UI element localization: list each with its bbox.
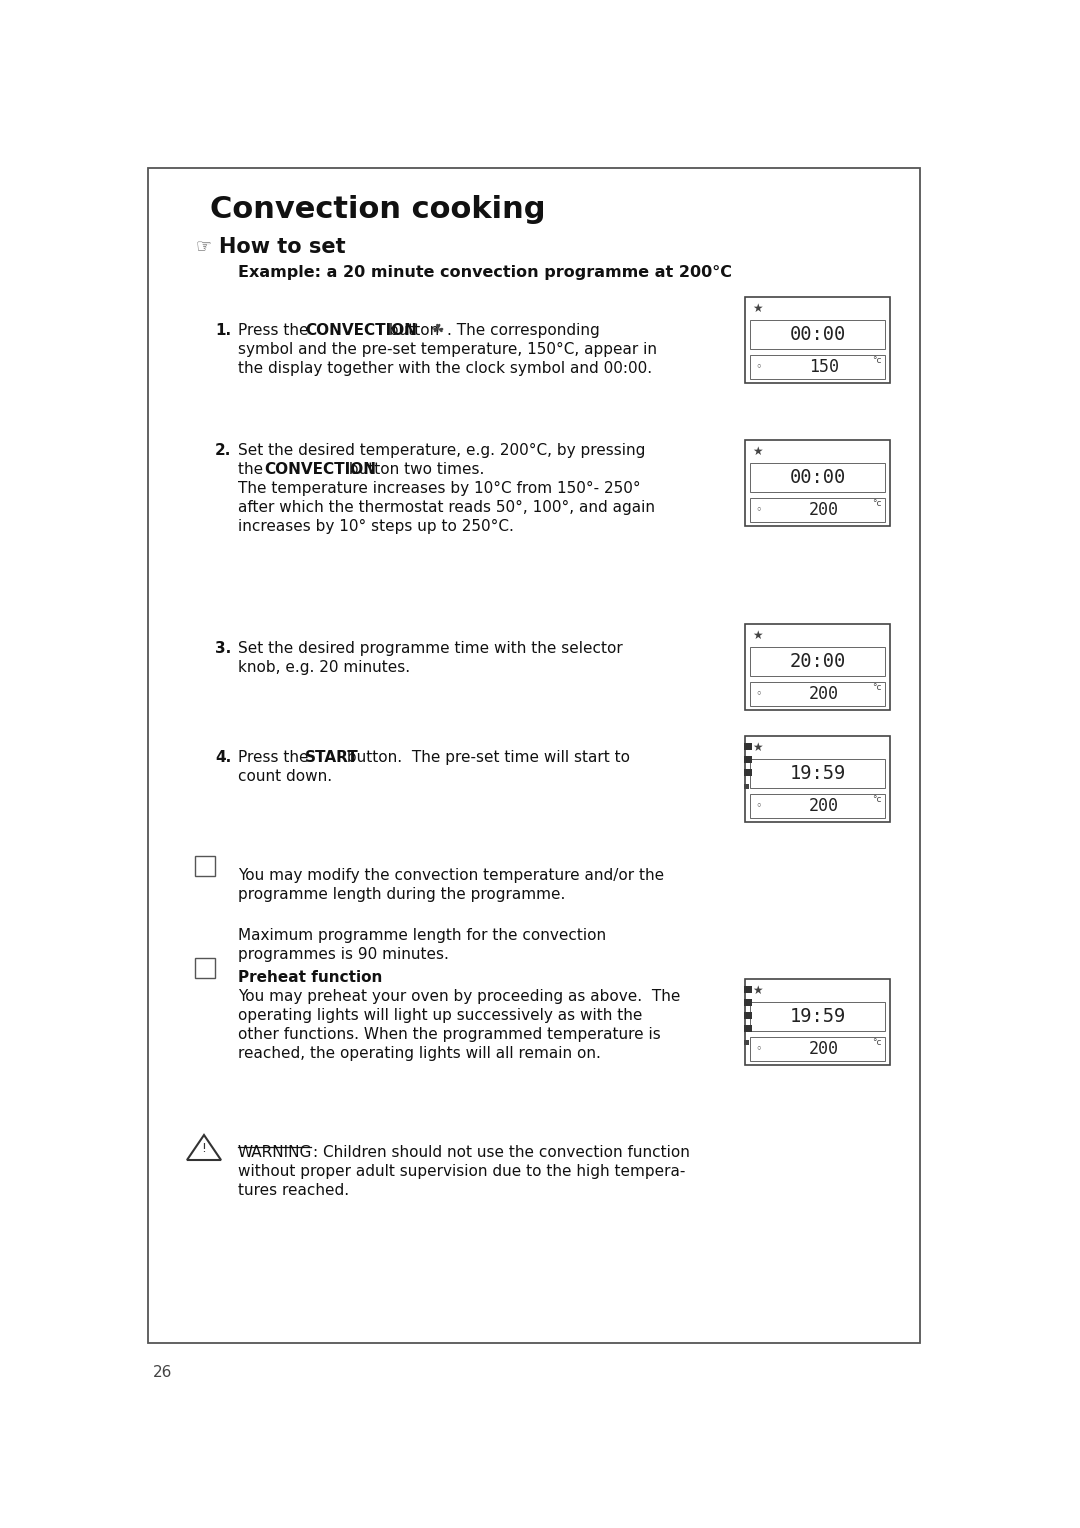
Text: i: i bbox=[203, 859, 207, 874]
Text: °c: °c bbox=[873, 795, 882, 804]
Text: ☘: ☘ bbox=[432, 322, 445, 338]
Text: other functions. When the programmed temperature is: other functions. When the programmed tem… bbox=[238, 1027, 661, 1042]
Text: Maximum programme length for the convection: Maximum programme length for the convect… bbox=[238, 927, 606, 943]
Text: i: i bbox=[203, 961, 207, 975]
Text: Convection cooking: Convection cooking bbox=[210, 196, 545, 225]
Text: How to set: How to set bbox=[219, 237, 346, 257]
Text: °c: °c bbox=[873, 356, 882, 365]
Text: Set the desired temperature, e.g. 200°C, by pressing: Set the desired temperature, e.g. 200°C,… bbox=[238, 443, 646, 458]
Bar bbox=[744, 1041, 750, 1045]
Bar bbox=[750, 498, 885, 523]
Bar bbox=[750, 795, 885, 817]
Bar bbox=[744, 784, 750, 788]
Text: ★: ★ bbox=[752, 303, 762, 315]
Bar bbox=[750, 1038, 885, 1060]
Bar bbox=[750, 354, 885, 379]
Text: °c: °c bbox=[873, 1038, 882, 1047]
Text: knob, e.g. 20 minutes.: knob, e.g. 20 minutes. bbox=[238, 660, 410, 675]
Text: operating lights will light up successively as with the: operating lights will light up successiv… bbox=[238, 1008, 643, 1024]
Text: 150: 150 bbox=[809, 358, 839, 376]
Text: button two times.: button two times. bbox=[345, 461, 484, 477]
Bar bbox=[148, 168, 920, 1343]
Bar bbox=[744, 999, 752, 1005]
Text: Example: a 20 minute convection programme at 200°C: Example: a 20 minute convection programm… bbox=[238, 264, 732, 280]
Bar bbox=[744, 756, 752, 762]
Text: Set the desired programme time with the selector: Set the desired programme time with the … bbox=[238, 642, 623, 656]
Bar bbox=[744, 769, 752, 776]
Text: 200: 200 bbox=[809, 501, 839, 520]
Text: °c: °c bbox=[873, 683, 882, 692]
Text: ★: ★ bbox=[752, 741, 762, 753]
Text: after which the thermostat reads 50°, 100°, and again: after which the thermostat reads 50°, 10… bbox=[238, 500, 654, 515]
Text: Press the: Press the bbox=[238, 750, 313, 766]
Text: The temperature increases by 10°C from 150°- 250°: The temperature increases by 10°C from 1… bbox=[238, 481, 640, 497]
Text: count down.: count down. bbox=[238, 769, 333, 784]
Text: ◦: ◦ bbox=[756, 504, 762, 515]
Text: WARNING: WARNING bbox=[238, 1144, 312, 1160]
Text: button: button bbox=[384, 322, 444, 338]
Bar bbox=[750, 681, 885, 706]
Bar bbox=[745, 623, 890, 711]
Text: You may modify the convection temperature and/or the: You may modify the convection temperatur… bbox=[238, 868, 664, 883]
Bar bbox=[750, 321, 885, 348]
Text: ★: ★ bbox=[752, 984, 762, 996]
Text: ☞: ☞ bbox=[195, 237, 211, 255]
Bar bbox=[750, 648, 885, 675]
Bar bbox=[745, 440, 890, 526]
Bar bbox=[195, 958, 215, 978]
Text: !: ! bbox=[202, 1141, 206, 1155]
Text: tures reached.: tures reached. bbox=[238, 1183, 349, 1198]
Bar bbox=[750, 759, 885, 787]
Text: without proper adult supervision due to the high tempera-: without proper adult supervision due to … bbox=[238, 1164, 686, 1180]
Text: 200: 200 bbox=[809, 1041, 839, 1057]
Text: CONVECTION: CONVECTION bbox=[305, 322, 417, 338]
Text: the: the bbox=[238, 461, 268, 477]
Text: programmes is 90 minutes.: programmes is 90 minutes. bbox=[238, 947, 449, 963]
Bar bbox=[744, 1012, 752, 1019]
Text: °c: °c bbox=[873, 500, 882, 507]
Bar bbox=[195, 856, 215, 876]
Text: 20:00: 20:00 bbox=[789, 652, 846, 671]
Text: START: START bbox=[305, 750, 359, 766]
Bar bbox=[745, 736, 890, 822]
Text: 1.: 1. bbox=[215, 322, 231, 338]
Bar bbox=[744, 743, 752, 750]
Text: programme length during the programme.: programme length during the programme. bbox=[238, 886, 565, 902]
Text: reached, the operating lights will all remain on.: reached, the operating lights will all r… bbox=[238, 1047, 600, 1060]
Text: You may preheat your oven by proceeding as above.  The: You may preheat your oven by proceeding … bbox=[238, 989, 680, 1004]
Text: ◦: ◦ bbox=[756, 689, 762, 698]
Text: 2.: 2. bbox=[215, 443, 231, 458]
Bar bbox=[750, 1002, 885, 1030]
Text: 4.: 4. bbox=[215, 750, 231, 766]
Text: 19:59: 19:59 bbox=[789, 1007, 846, 1025]
Text: ★: ★ bbox=[752, 630, 762, 642]
Bar bbox=[744, 1025, 752, 1031]
Text: 00:00: 00:00 bbox=[789, 325, 846, 344]
Text: ◦: ◦ bbox=[756, 1044, 762, 1054]
Text: 00:00: 00:00 bbox=[789, 468, 846, 487]
Text: : Children should not use the convection function: : Children should not use the convection… bbox=[313, 1144, 690, 1160]
Text: 3.: 3. bbox=[215, 642, 231, 656]
Text: ★: ★ bbox=[752, 445, 762, 458]
Text: 200: 200 bbox=[809, 685, 839, 703]
Text: the display together with the clock symbol and 00:00.: the display together with the clock symb… bbox=[238, 361, 652, 376]
Bar bbox=[745, 979, 890, 1065]
Text: Preheat function: Preheat function bbox=[238, 970, 382, 986]
Text: ◦: ◦ bbox=[756, 801, 762, 811]
Text: symbol and the pre-set temperature, 150°C, appear in: symbol and the pre-set temperature, 150°… bbox=[238, 342, 657, 358]
Text: CONVECTION: CONVECTION bbox=[264, 461, 376, 477]
Text: ◦: ◦ bbox=[756, 362, 762, 371]
Text: 200: 200 bbox=[809, 798, 839, 814]
Bar bbox=[744, 986, 752, 993]
Text: Press the: Press the bbox=[238, 322, 313, 338]
Text: 19:59: 19:59 bbox=[789, 764, 846, 782]
Text: 26: 26 bbox=[153, 1365, 173, 1380]
Text: . The corresponding: . The corresponding bbox=[447, 322, 599, 338]
Text: increases by 10° steps up to 250°C.: increases by 10° steps up to 250°C. bbox=[238, 520, 514, 533]
Text: button.  The pre-set time will start to: button. The pre-set time will start to bbox=[342, 750, 630, 766]
Bar bbox=[745, 296, 890, 384]
Bar bbox=[750, 463, 885, 492]
